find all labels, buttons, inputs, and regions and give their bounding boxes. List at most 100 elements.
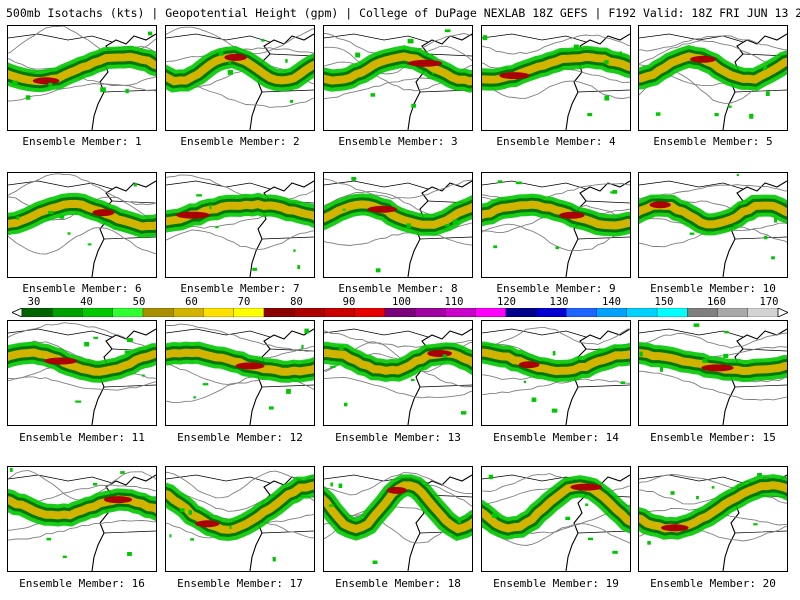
jet-max <box>660 524 689 532</box>
ensemble-map <box>166 174 314 277</box>
isotach-speckle <box>515 181 522 185</box>
ensemble-map <box>639 33 787 130</box>
height-contour <box>482 223 630 251</box>
ensemble-member-label: Ensemble Member: 9 <box>496 282 616 295</box>
isotach-speckle <box>62 555 67 558</box>
legend-tick-label: 60 <box>185 296 198 308</box>
isotach-speckle <box>749 113 754 119</box>
ensemble-member-label: Ensemble Member: 1 <box>22 135 142 148</box>
isotach-speckle <box>555 246 560 250</box>
isotach-speckle <box>711 486 715 489</box>
isotach-speckle <box>693 323 700 327</box>
isotach-speckle <box>647 541 651 545</box>
ensemble-member-label: Ensemble Member: 4 <box>496 135 616 148</box>
ensemble-member-label: Ensemble Member: 20 <box>650 577 776 590</box>
isotach-speckle <box>531 397 537 402</box>
colorbar-segment <box>566 308 598 317</box>
isotach-speckle <box>124 350 131 354</box>
ensemble-member-label: Ensemble Member: 13 <box>335 431 461 444</box>
isotach-speckle <box>16 216 20 220</box>
ensemble-member-label: Ensemble Member: 16 <box>19 577 145 590</box>
ensemble-map-panel <box>7 25 157 131</box>
height-contour <box>324 471 472 496</box>
isotach-speckle <box>25 95 31 100</box>
isotach-speckle <box>330 365 336 369</box>
isotach-speckle <box>689 232 695 235</box>
isotach-speckle <box>765 91 770 97</box>
isotach-speckle <box>491 513 498 518</box>
isotach-speckle <box>370 93 376 97</box>
political-borders <box>8 180 156 240</box>
height-contour <box>8 520 156 541</box>
isotach-speckle <box>193 396 196 399</box>
jet-core <box>8 199 156 231</box>
isotach-speckle <box>612 550 618 554</box>
height-contour <box>8 376 156 391</box>
ensemble-map <box>482 473 630 571</box>
jet-core <box>324 200 472 229</box>
colorbar-segment <box>21 308 53 317</box>
coastline <box>407 180 472 277</box>
jet-core <box>166 481 314 534</box>
isotach-speckle <box>338 345 344 350</box>
ensemble-member-label: Ensemble Member: 6 <box>22 282 142 295</box>
jet-max <box>701 364 734 372</box>
isotach-speckle <box>723 353 729 358</box>
ensemble-map <box>8 467 156 571</box>
ensemble-map <box>324 29 472 130</box>
isotach-speckle <box>87 243 92 246</box>
isotach-speckle <box>93 336 99 339</box>
isotach-speckle <box>763 65 767 71</box>
jet-core <box>166 348 314 376</box>
isotach-speckle <box>59 215 65 219</box>
ensemble-member-label: Ensemble Member: 15 <box>650 431 776 444</box>
height-contour <box>324 45 472 75</box>
isotach-speckle <box>227 70 233 75</box>
height-contour <box>166 174 314 203</box>
height-contour <box>324 376 472 399</box>
isotach-speckle <box>188 510 193 515</box>
isotach-speckle <box>285 59 288 63</box>
isotach-speckle <box>375 268 381 273</box>
isotach-speckle <box>702 358 708 363</box>
ensemble-member-label: Ensemble Member: 8 <box>338 282 458 295</box>
political-borders <box>639 328 787 388</box>
isotach-speckle <box>84 342 90 347</box>
colorbar-max-arrow <box>777 308 788 317</box>
isotach-speckle <box>696 496 699 500</box>
ensemble-member-label: Ensemble Member: 11 <box>19 431 145 444</box>
isotach-speckle <box>714 113 719 117</box>
height-contour <box>482 34 630 55</box>
isotach-speckle <box>407 38 414 44</box>
ensemble-map <box>166 26 314 130</box>
colorbar-segment <box>112 308 144 317</box>
ensemble-member-label: Ensemble Member: 14 <box>493 431 619 444</box>
colorbar-segment <box>173 308 204 317</box>
jet-max <box>195 520 220 528</box>
ensemble-member-label: Ensemble Member: 19 <box>493 577 619 590</box>
colorbar-segment <box>52 308 83 317</box>
political-borders <box>166 33 314 93</box>
ensemble-map-panel <box>323 320 473 426</box>
jet-max <box>224 53 247 61</box>
isotach-speckle <box>493 245 498 249</box>
coastline <box>91 328 156 425</box>
colorbar-segment <box>233 308 265 317</box>
colorbar-segment <box>717 308 749 317</box>
jet-max <box>427 350 452 357</box>
jet-core <box>8 495 156 520</box>
isotach-speckle <box>351 177 357 181</box>
legend-tick-label: 130 <box>549 296 569 308</box>
legend-tick-label: 30 <box>27 296 41 308</box>
legend-tick-label: 150 <box>654 296 674 308</box>
jet-max <box>559 211 585 219</box>
isotach-speckle <box>9 467 13 472</box>
jet-max <box>235 362 265 370</box>
isotach-speckle <box>48 82 53 87</box>
isotach-speckle <box>604 60 609 64</box>
coastline <box>249 328 314 425</box>
ensemble-map-panel <box>7 320 157 426</box>
ensemble-map-panel <box>481 25 631 131</box>
isotach-speckle <box>338 483 343 489</box>
ensemble-map <box>324 177 472 277</box>
